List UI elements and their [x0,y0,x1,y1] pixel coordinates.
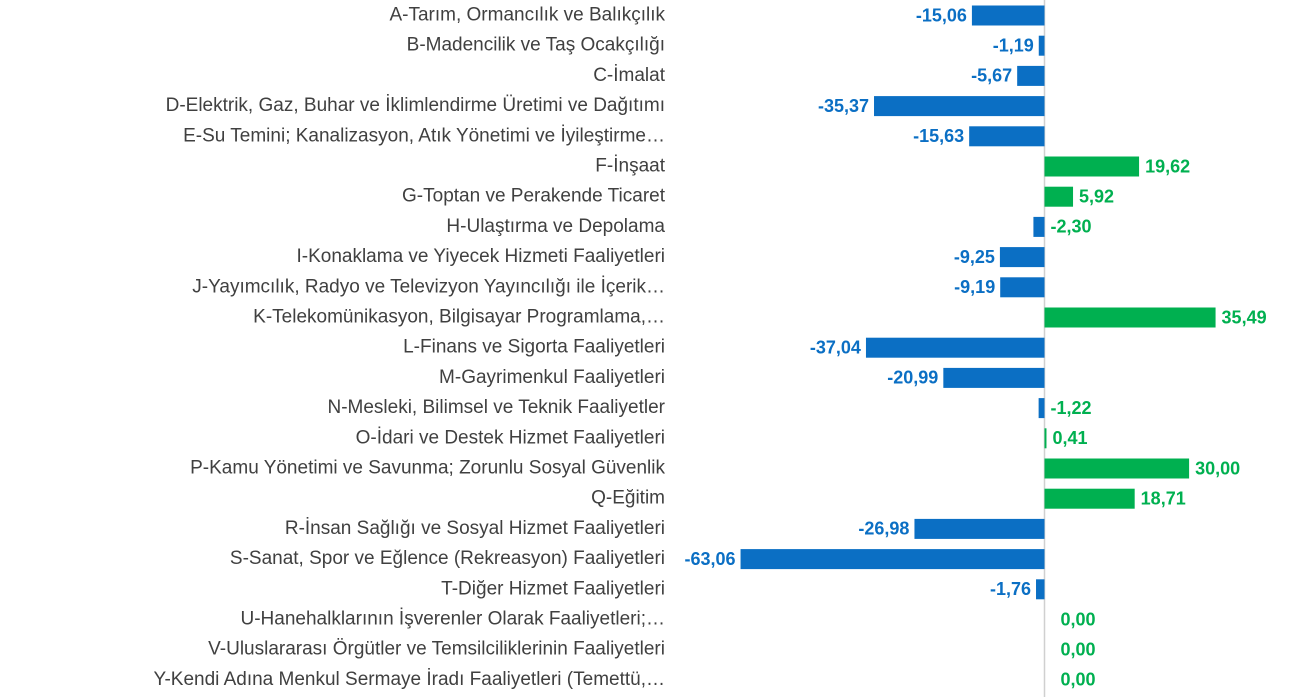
bar [865,337,1045,358]
value-label: 0,00 [1061,639,1096,659]
bar [1044,156,1140,177]
category-label: Y-Kendi Adına Menkul Sermaye İradı Faali… [154,669,665,690]
value-label: -1,76 [990,579,1031,599]
value-label: -20,99 [887,368,938,388]
bar [1044,428,1047,449]
bar [1044,186,1074,207]
value-label: -1,22 [1051,398,1092,418]
value-label: 19,62 [1145,156,1190,176]
category-label: V-Uluslararası Örgütler ve Temsilcilikle… [208,639,665,660]
bar [1038,35,1045,56]
value-label: 30,00 [1195,458,1240,478]
value-label: 35,49 [1222,307,1267,327]
category-label: M-Gayrimenkul Faaliyetleri [439,367,665,388]
value-label: -26,98 [858,519,909,539]
category-label: E-Su Temini; Kanalizasyon, Atık Yönetimi… [183,125,665,146]
value-label: 0,00 [1061,670,1096,690]
category-label: O-İdari ve Destek Hizmet Faaliyetleri [356,427,665,448]
value-label: 0,00 [1061,609,1096,629]
category-label: D-Elektrik, Gaz, Buhar ve İklimlendirme … [166,95,665,116]
bar [1044,488,1135,509]
category-label: F-İnşaat [595,156,665,177]
bar [1000,277,1045,298]
bar [740,549,1045,570]
value-label: 0,41 [1052,428,1087,448]
category-label: S-Sanat, Spor ve Eğlence (Rekreasyon) Fa… [230,548,665,569]
value-label: -37,04 [810,337,861,357]
category-label: B-Madencilik ve Taş Ocakçılığı [407,35,665,56]
value-label: -35,37 [818,96,869,116]
bar [969,126,1045,147]
value-label: -9,19 [954,277,995,297]
category-label: I-Konaklama ve Yiyecek Hizmeti Faaliyetl… [296,246,665,267]
bar [999,247,1045,268]
value-label: -63,06 [685,549,736,569]
bar [971,5,1045,26]
bar [914,518,1045,539]
value-label: -9,25 [954,247,995,267]
category-label: L-Finans ve Sigorta Faaliyetleri [403,337,665,358]
category-label: H-Ulaştırma ve Depolama [446,216,665,237]
category-label: J-Yayımcılık, Radyo ve Televizyon Yayınc… [192,276,665,297]
bar [1044,458,1190,479]
value-label: -2,30 [1051,217,1092,237]
category-label: A-Tarım, Ormancılık ve Balıkçılık [389,5,665,26]
value-label: -1,19 [993,35,1034,55]
category-label: R-İnsan Sağlığı ve Sosyal Hizmet Faaliye… [285,518,665,539]
value-label: -15,06 [916,5,967,25]
bar [943,367,1045,388]
value-label: -5,67 [971,66,1012,86]
category-label: K-Telekomünikasyon, Bilgisayar Programla… [253,307,665,328]
category-label: T-Diğer Hizmet Faaliyetleri [441,578,665,599]
bar [1033,216,1045,237]
value-label: 5,92 [1079,186,1114,206]
category-label: G-Toptan ve Perakende Ticaret [402,186,666,207]
category-label: P-Kamu Yönetimi ve Savunma; Zorunlu Sosy… [190,458,665,479]
category-label: U-Hanehalklarının İşverenler Olarak Faal… [241,609,666,630]
bar [1017,65,1045,86]
value-label: 18,71 [1141,488,1186,508]
category-label: N-Mesleki, Bilimsel ve Teknik Faaliyetle… [327,397,665,418]
bar [1038,398,1045,419]
bar [1044,307,1216,328]
bar [1036,579,1045,600]
bar [874,96,1045,117]
category-label: C-İmalat [593,65,666,86]
value-label: -15,63 [913,126,964,146]
category-label: Q-Eğitim [591,488,665,509]
